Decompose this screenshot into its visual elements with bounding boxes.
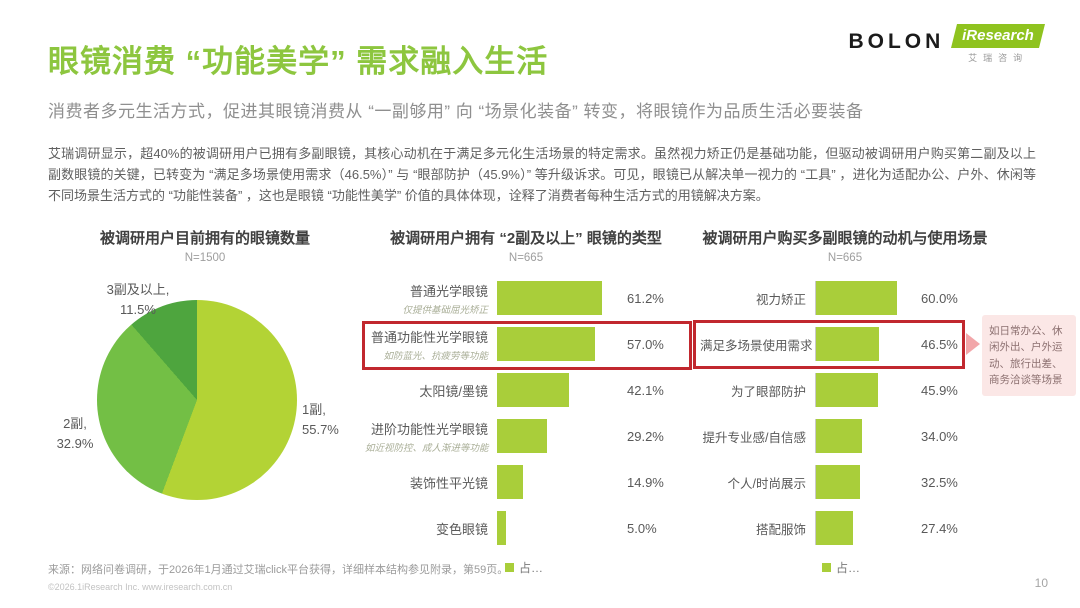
bar: [816, 327, 880, 361]
bar-value: 57.0%: [627, 336, 664, 352]
legend-swatch: [505, 563, 514, 572]
bar-label: 变色眼镜: [435, 521, 488, 537]
bar-row: 满足多场景使用需求 46.5%: [700, 321, 1080, 367]
bar-value: 60.0%: [921, 290, 958, 306]
motives-chart-legend: 占…: [822, 559, 1080, 576]
bar-value: 27.4%: [921, 520, 958, 536]
bolon-logo: BOLON: [848, 30, 945, 53]
bar-value: 42.1%: [627, 382, 664, 398]
types-bar-chart: 普通光学眼镜仅提供基础屈光矫正 61.2% 普通功能性光学眼镜如防蓝光、抗疲劳等…: [362, 275, 695, 576]
types-chart-legend: 占…: [505, 559, 695, 576]
bar-value: 29.2%: [627, 428, 664, 444]
bar-label: 太阳镜/墨镜: [419, 383, 488, 399]
bar-row: 个人/时尚展示 32.5%: [700, 459, 1080, 505]
bar: [497, 419, 548, 453]
motives-chart-title: 被调研用户购买多副眼镜的动机与使用场景: [702, 230, 988, 247]
footer-copyright: ©2026.1iResearch Inc. www.iresearch.com.…: [48, 582, 233, 592]
bar: [816, 465, 861, 499]
bar-label: 装饰性平光镜: [409, 475, 488, 491]
highlight-box-types: [362, 321, 692, 370]
iresearch-logo: iResearch 艾瑞咨询: [951, 24, 1045, 64]
bar-row: 视力矫正 60.0%: [700, 275, 1080, 321]
bar-sublabel: 如近视防控、成人渐进等功能: [365, 442, 489, 454]
bar-row: 搭配服饰 27.4%: [700, 505, 1080, 551]
bar: [816, 511, 854, 545]
bar-row: 装饰性平光镜 14.9%: [365, 459, 695, 505]
bar-label: 进阶功能性光学眼镜: [370, 421, 488, 437]
bar-row: 进阶功能性光学眼镜如近视防控、成人渐进等功能 29.2%: [365, 413, 695, 459]
page-subtitle: 消费者多元生活方式，促进其眼镜消费从 “一副够用” 向 “场景化装备” 转变，将…: [48, 102, 864, 121]
iresearch-logo-cn: 艾瑞咨询: [968, 53, 1029, 63]
logos: BOLON iResearch 艾瑞咨询: [848, 24, 1045, 64]
pie-label-3: 3副及以上, 11.5%: [106, 282, 170, 317]
iresearch-logo-badge: iResearch: [951, 24, 1045, 48]
bar-row: 提升专业感/自信感 34.0%: [700, 413, 1080, 459]
types-chart-title: 被调研用户拥有 “2副及以上” 眼镜的类型: [390, 230, 662, 247]
bar-label: 普通光学眼镜: [409, 283, 488, 299]
pie-chart: [97, 300, 297, 500]
bar-row: 变色眼镜 5.0%: [365, 505, 695, 551]
pie-chart-title: 被调研用户目前拥有的眼镜数量: [99, 230, 310, 247]
bar: [816, 281, 898, 315]
bar: [497, 511, 506, 545]
bar-value: 46.5%: [921, 336, 958, 352]
pie-label-2: 2副, 32.9%: [56, 416, 94, 451]
pie-label-1: 1副, 55.7%: [302, 402, 339, 437]
bar-label: 普通功能性光学眼镜: [370, 329, 488, 345]
bar-value: 5.0%: [627, 520, 657, 536]
bar-label: 视力矫正: [755, 292, 806, 307]
iresearch-logo-text: iResearch: [962, 27, 1035, 44]
motives-chart-sample: N=665: [827, 252, 863, 264]
bar-sublabel: 仅提供基础屈光矫正: [402, 304, 488, 316]
types-chart-header: 被调研用户拥有 “2副及以上” 眼镜的类型 N=665: [362, 227, 690, 264]
bar-sublabel: 如防蓝光、抗疲劳等功能: [383, 350, 488, 362]
legend-label: 占…: [519, 561, 544, 575]
pie-chart-sample: N=1500: [184, 252, 226, 264]
bar: [497, 465, 523, 499]
bar: [497, 327, 595, 361]
highlight-box-motives: [693, 320, 965, 369]
pie-chart-header: 被调研用户目前拥有的眼镜数量 N=1500: [55, 227, 355, 264]
bar-label: 提升专业感/自信感: [702, 430, 806, 445]
bar: [816, 419, 863, 453]
legend-swatch: [822, 563, 831, 572]
page-number: 10: [1034, 576, 1048, 590]
bar-value: 14.9%: [627, 474, 664, 490]
motives-bar-chart: 视力矫正 60.0% 满足多场景使用需求 46.5% 为了眼部防护 45.9% …: [693, 275, 1080, 576]
bar: [497, 373, 570, 407]
bar-label: 个人/时尚展示: [727, 476, 806, 491]
annotation-arrow-icon: [966, 333, 980, 355]
bar-label: 满足多场景使用需求: [700, 338, 813, 353]
bar-value: 61.2%: [627, 290, 664, 306]
types-chart-sample: N=665: [508, 252, 544, 264]
bar-label: 为了眼部防护: [730, 384, 806, 399]
bar-row: 普通光学眼镜仅提供基础屈光矫正 61.2%: [365, 275, 695, 321]
bar-value: 34.0%: [921, 428, 958, 444]
intro-paragraph: 艾瑞调研显示，超40%的被调研用户已拥有多副眼镜，其核心动机在于满足多元化生活场…: [48, 146, 1036, 203]
bar-value: 32.5%: [921, 474, 958, 490]
bar-value: 45.9%: [921, 382, 958, 398]
motives-chart-header: 被调研用户购买多副眼镜的动机与使用场景 N=665: [690, 227, 1000, 264]
footer-source: 来源：网络问卷调研，于2026年1月通过艾瑞click平台获得，详细样本结构参见…: [48, 564, 509, 576]
bar-row: 普通功能性光学眼镜如防蓝光、抗疲劳等功能 57.0%: [365, 321, 695, 367]
page-title: 眼镜消费 “功能美学” 需求融入生活: [48, 44, 549, 79]
annotation-note: 如日常办公、休闲外出、户外运动、旅行出差、商务洽谈等场景: [982, 315, 1076, 397]
bar-row: 太阳镜/墨镜 42.1%: [365, 367, 695, 413]
bar-row: 为了眼部防护 45.9%: [700, 367, 1080, 413]
pie-chart-area: 1副, 55.7% 2副, 32.9% 3副及以上, 11.5%: [50, 272, 355, 562]
bar-label: 搭配服饰: [755, 522, 806, 537]
bar: [816, 373, 879, 407]
bar: [497, 281, 602, 315]
legend-label: 占…: [836, 561, 861, 575]
